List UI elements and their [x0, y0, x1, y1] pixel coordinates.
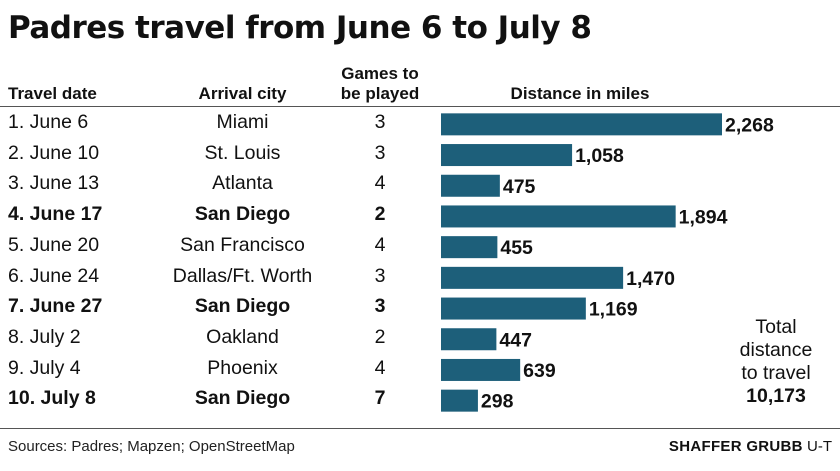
header-games-line1: Games to	[341, 64, 419, 83]
row-games: 7	[374, 387, 386, 410]
bar-value-label: 455	[500, 237, 533, 259]
bar-value-label: 298	[481, 391, 514, 413]
row-city: Phoenix	[207, 356, 278, 379]
row-date: 8. July 2	[8, 325, 81, 348]
row-city: San Diego	[194, 387, 291, 410]
footer-rule	[0, 428, 840, 429]
bar-value-label: 447	[499, 329, 532, 351]
bar-value-label: 1,058	[575, 145, 624, 167]
bar-value-label: 1,470	[626, 268, 675, 290]
row-city: San Diego	[194, 203, 291, 226]
header-distance: Distance in miles	[510, 84, 650, 103]
bar-value-label: 1,169	[589, 299, 638, 321]
row-games: 3	[374, 141, 386, 164]
row-date: 5. June 20	[8, 233, 100, 256]
row-date: 3. June 13	[8, 172, 100, 195]
row-games: 3	[374, 264, 386, 287]
bar-value-label: 2,268	[725, 114, 774, 136]
row-games: 4	[374, 233, 386, 256]
credit-org: U-T	[807, 438, 832, 455]
header-rule	[0, 106, 840, 107]
header-games-line2: be played	[340, 84, 420, 103]
bar	[441, 389, 478, 412]
total-distance-label: Total distance to travel 10,173	[730, 316, 822, 408]
header-travel-date: Travel date	[8, 84, 97, 103]
row-date: 6. June 24	[8, 264, 100, 287]
row-games: 2	[374, 203, 386, 226]
total-line2: distance	[739, 339, 813, 361]
row-games: 2	[374, 325, 386, 348]
bar	[441, 144, 573, 167]
row-date: 1. June 6	[8, 111, 89, 133]
row-date: 7. June 27	[8, 295, 103, 318]
row-city: Dallas/Ft. Worth	[172, 264, 313, 287]
row-date: 9. July 4	[8, 356, 81, 379]
row-city: Miami	[216, 111, 269, 133]
bar	[441, 174, 500, 197]
row-city: Oakland	[206, 325, 279, 348]
chart-title: Padres travel from June 6 to July 8	[8, 10, 592, 46]
credit-line: SHAFFER GRUBB U-T	[669, 438, 832, 455]
total-line1: Total	[755, 316, 797, 338]
bar	[441, 297, 586, 320]
row-games: 3	[374, 295, 386, 318]
row-games: 4	[374, 356, 386, 379]
credit-name: SHAFFER GRUBB	[668, 438, 803, 455]
row-city: San Francisco	[180, 233, 305, 256]
bar-value-label: 639	[523, 360, 556, 382]
row-city: St. Louis	[204, 141, 281, 164]
bar	[441, 236, 498, 259]
total-value: 10,173	[746, 385, 806, 407]
sources-note: Sources: Padres; Mapzen; OpenStreetMap	[8, 438, 295, 455]
bar	[441, 113, 722, 136]
bar	[441, 328, 497, 351]
bar-value-label: 475	[503, 176, 536, 198]
total-line3: to travel	[741, 362, 811, 384]
bar	[441, 266, 624, 289]
row-games: 3	[374, 111, 386, 133]
header-arrival-city: Arrival city	[198, 84, 287, 103]
bar	[441, 358, 521, 381]
row-city: San Diego	[194, 295, 291, 318]
bar-value-label: 1,894	[679, 206, 728, 228]
row-games: 4	[374, 172, 386, 195]
row-city: Atlanta	[212, 172, 273, 195]
bar	[441, 205, 676, 228]
row-date: 4. June 17	[8, 203, 103, 226]
row-date: 10. July 8	[8, 387, 96, 410]
row-date: 2. June 10	[8, 141, 100, 164]
